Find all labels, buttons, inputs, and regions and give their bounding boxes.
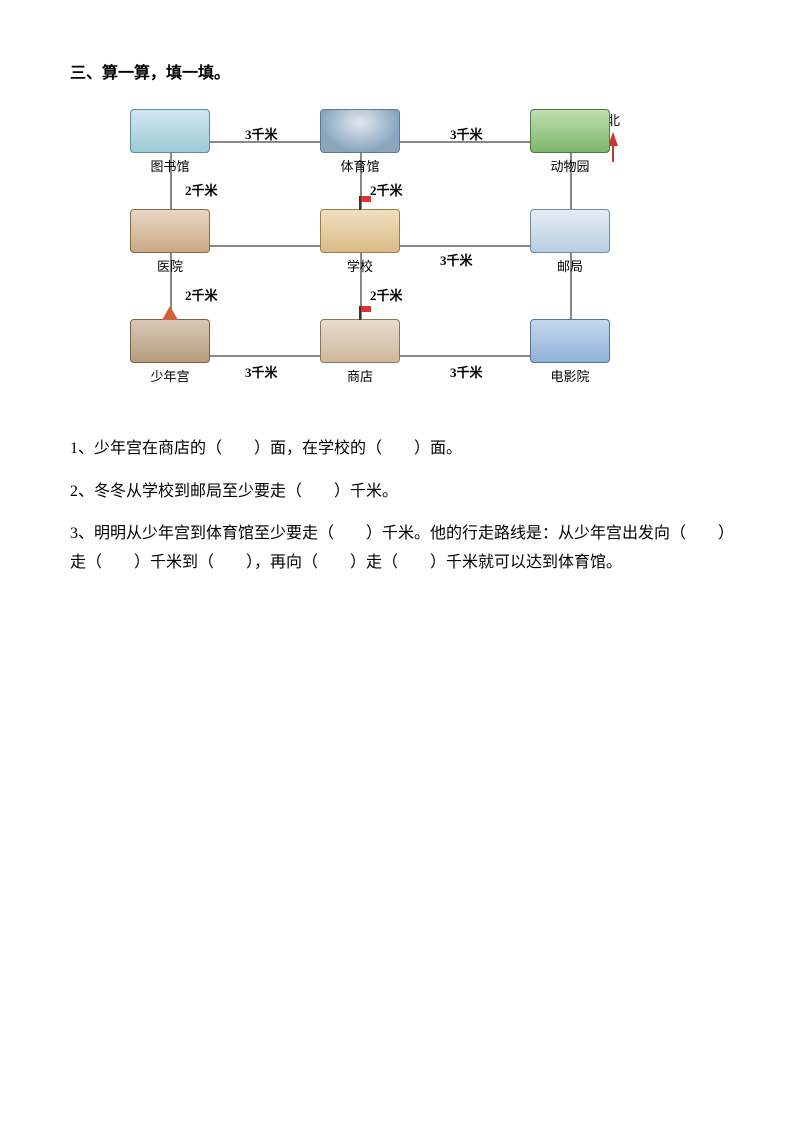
tower-icon bbox=[162, 306, 178, 320]
question-2: 2、冬冬从学校到邮局至少要走（ ）千米。 bbox=[70, 478, 730, 507]
node-post: 邮局 bbox=[530, 209, 610, 278]
map-diagram: 北 图书馆 体育馆 动物园 医院 学校 邮局 少年宫 bbox=[130, 109, 630, 419]
node-hospital: 医院 bbox=[130, 209, 210, 278]
cinema-icon bbox=[530, 319, 610, 363]
question-3: 3、明明从少年宫到体育馆至少要走（ ）千米。他的行走路线是：从少年宫出发向（ ）… bbox=[70, 520, 730, 578]
school-icon bbox=[320, 209, 400, 253]
library-icon bbox=[130, 109, 210, 153]
dist-palace-shop: 3千米 bbox=[245, 361, 278, 384]
node-palace: 少年宫 bbox=[130, 319, 210, 388]
label-zoo: 动物园 bbox=[530, 155, 610, 178]
shop-icon bbox=[320, 319, 400, 363]
label-hospital: 医院 bbox=[130, 255, 210, 278]
node-cinema: 电影院 bbox=[530, 319, 610, 388]
node-library: 图书馆 bbox=[130, 109, 210, 178]
arrow-shaft bbox=[612, 146, 614, 162]
node-shop: 商店 bbox=[320, 319, 400, 388]
node-stadium: 体育馆 bbox=[320, 109, 400, 178]
dist-stadium-school: 2千米 bbox=[370, 179, 403, 202]
palace-icon bbox=[130, 319, 210, 363]
dist-lib-stadium: 3千米 bbox=[245, 123, 278, 146]
label-library: 图书馆 bbox=[130, 155, 210, 178]
zoo-icon bbox=[530, 109, 610, 153]
dist-lib-hospital: 2千米 bbox=[185, 179, 218, 202]
flag-icon bbox=[359, 196, 361, 210]
stadium-icon bbox=[320, 109, 400, 153]
section-title: 三、算一算，填一填。 bbox=[70, 60, 730, 89]
dist-shop-cinema: 3千米 bbox=[450, 361, 483, 384]
hospital-icon bbox=[130, 209, 210, 253]
label-school: 学校 bbox=[320, 255, 400, 278]
question-1: 1、少年宫在商店的（ ）面，在学校的（ ）面。 bbox=[70, 435, 730, 464]
dist-school-shop: 2千米 bbox=[370, 284, 403, 307]
label-palace: 少年宫 bbox=[130, 365, 210, 388]
dist-hospital-palace: 2千米 bbox=[185, 284, 218, 307]
post-icon bbox=[530, 209, 610, 253]
node-school: 学校 bbox=[320, 209, 400, 278]
flag-icon-2 bbox=[359, 306, 361, 320]
node-zoo: 动物园 bbox=[530, 109, 610, 178]
dist-school-post: 3千米 bbox=[440, 249, 473, 272]
label-stadium: 体育馆 bbox=[320, 155, 400, 178]
label-cinema: 电影院 bbox=[530, 365, 610, 388]
label-post: 邮局 bbox=[530, 255, 610, 278]
label-shop: 商店 bbox=[320, 365, 400, 388]
dist-stadium-zoo: 3千米 bbox=[450, 123, 483, 146]
